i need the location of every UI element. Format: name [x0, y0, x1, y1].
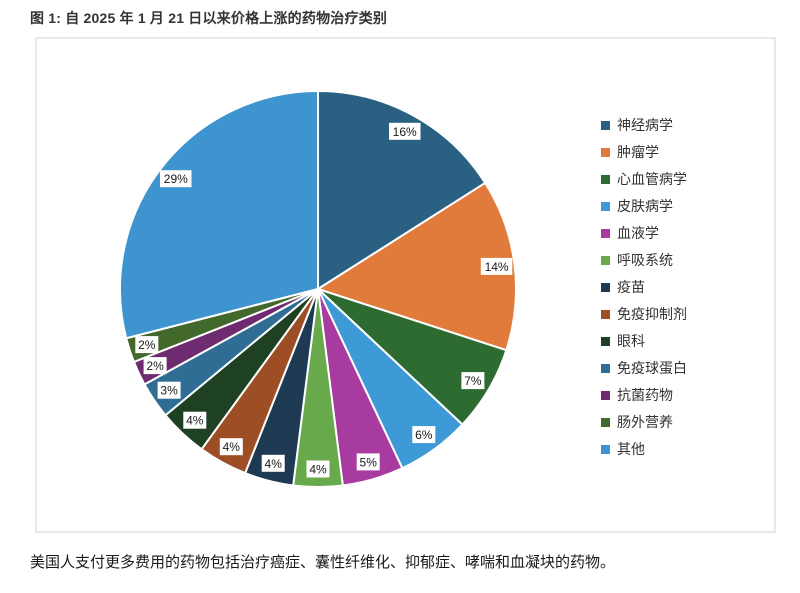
legend-label: 免疫球蛋白 — [617, 360, 687, 376]
svg-text:4%: 4% — [186, 414, 204, 428]
legend-label: 神经病学 — [617, 117, 673, 133]
legend-item-免疫球蛋白: 免疫球蛋白 — [601, 360, 687, 376]
legend-label: 疫苗 — [617, 279, 645, 295]
pie-slice-神经病学 — [317, 90, 487, 290]
legend-label: 眼科 — [617, 333, 645, 349]
legend-swatch-icon — [601, 336, 610, 346]
legend-label: 皮肤病学 — [617, 198, 673, 214]
svg-text:29%: 29% — [164, 172, 188, 186]
figure-title: 图 1: 自 2025 年 1 月 21 日以来价格上涨的药物治疗类别 — [30, 10, 388, 26]
svg-text:4%: 4% — [309, 463, 327, 477]
legend-item-抗菌药物: 抗菌药物 — [601, 387, 687, 403]
pie-data-label-呼吸系统: 4% — [306, 460, 330, 478]
legend-item-神经病学: 神经病学 — [601, 117, 687, 133]
legend-swatch-icon — [601, 282, 610, 292]
legend-label: 肿瘤学 — [617, 144, 659, 160]
legend-item-血液学: 血液学 — [601, 225, 687, 241]
pie-data-label-眼科: 4% — [183, 411, 207, 429]
chart-legend: 神经病学肿瘤学心血管病学皮肤病学血液学呼吸系统疫苗免疫抑制剂眼科免疫球蛋白抗菌药… — [601, 117, 687, 457]
svg-text:14%: 14% — [485, 260, 509, 274]
legend-swatch-icon — [601, 201, 610, 211]
svg-text:4%: 4% — [265, 457, 283, 471]
pie-data-label-免疫球蛋白: 3% — [157, 381, 181, 399]
pie-chart: 16% 14% 7% 6% 5% 4% 4% 4% 4% 3% 2% 2% 29% — [119, 90, 517, 488]
pie-data-label-肿瘤学: 14% — [480, 257, 513, 275]
svg-text:16%: 16% — [393, 125, 417, 139]
legend-swatch-icon — [601, 309, 610, 319]
pie-slice-肿瘤学 — [317, 181, 517, 352]
legend-item-肿瘤学: 肿瘤学 — [601, 144, 687, 160]
legend-item-皮肤病学: 皮肤病学 — [601, 198, 687, 214]
legend-item-呼吸系统: 呼吸系统 — [601, 252, 687, 268]
pie-data-label-其他: 29% — [160, 170, 192, 188]
legend-label: 肠外营养 — [617, 414, 673, 430]
svg-text:6%: 6% — [415, 428, 433, 442]
pie-slice-其他 — [119, 90, 319, 340]
legend-label: 血液学 — [617, 225, 659, 241]
legend-swatch-icon — [601, 228, 610, 238]
pie-data-label-血液学: 5% — [356, 453, 380, 471]
pie-data-label-免疫抑制剂: 4% — [219, 438, 243, 456]
legend-item-免疫抑制剂: 免疫抑制剂 — [601, 306, 687, 322]
pie-data-label-疫苗: 4% — [261, 454, 285, 472]
legend-item-疫苗: 疫苗 — [601, 279, 687, 295]
svg-text:2%: 2% — [146, 359, 164, 373]
svg-text:3%: 3% — [160, 384, 178, 398]
pie-data-label-肠外营养: 2% — [135, 336, 159, 354]
legend-swatch-icon — [601, 444, 610, 454]
legend-swatch-icon — [601, 147, 610, 157]
legend-swatch-icon — [601, 174, 610, 184]
svg-text:2%: 2% — [138, 338, 156, 352]
legend-label: 心血管病学 — [617, 171, 687, 187]
svg-text:4%: 4% — [223, 440, 241, 454]
svg-text:7%: 7% — [464, 374, 482, 388]
legend-swatch-icon — [601, 363, 610, 373]
pie-data-label-心血管病学: 7% — [461, 372, 485, 390]
legend-swatch-icon — [601, 390, 610, 400]
pie-data-label-皮肤病学: 6% — [412, 426, 436, 444]
legend-label: 呼吸系统 — [617, 252, 673, 268]
legend-label: 其他 — [617, 441, 645, 457]
legend-item-其他: 其他 — [601, 441, 687, 457]
pie-data-label-神经病学: 16% — [389, 122, 421, 140]
legend-item-肠外营养: 肠外营养 — [601, 414, 687, 430]
legend-label: 抗菌药物 — [617, 387, 673, 403]
legend-item-眼科: 眼科 — [601, 333, 687, 349]
svg-text:5%: 5% — [360, 455, 378, 469]
legend-label: 免疫抑制剂 — [617, 306, 687, 322]
legend-swatch-icon — [601, 255, 610, 265]
legend-item-心血管病学: 心血管病学 — [601, 171, 687, 187]
figure-caption: 美国人支付更多费用的药物包括治疗癌症、囊性纤维化、抑郁症、哮喘和血凝块的药物。 — [30, 554, 616, 571]
chart-container: 16% 14% 7% 6% 5% 4% 4% 4% 4% 3% 2% 2% 29% 神经病学肿瘤学心血管… — [35, 37, 776, 533]
pie-data-label-抗菌药物: 2% — [143, 357, 167, 375]
legend-swatch-icon — [601, 417, 610, 427]
legend-swatch-icon — [601, 120, 610, 130]
